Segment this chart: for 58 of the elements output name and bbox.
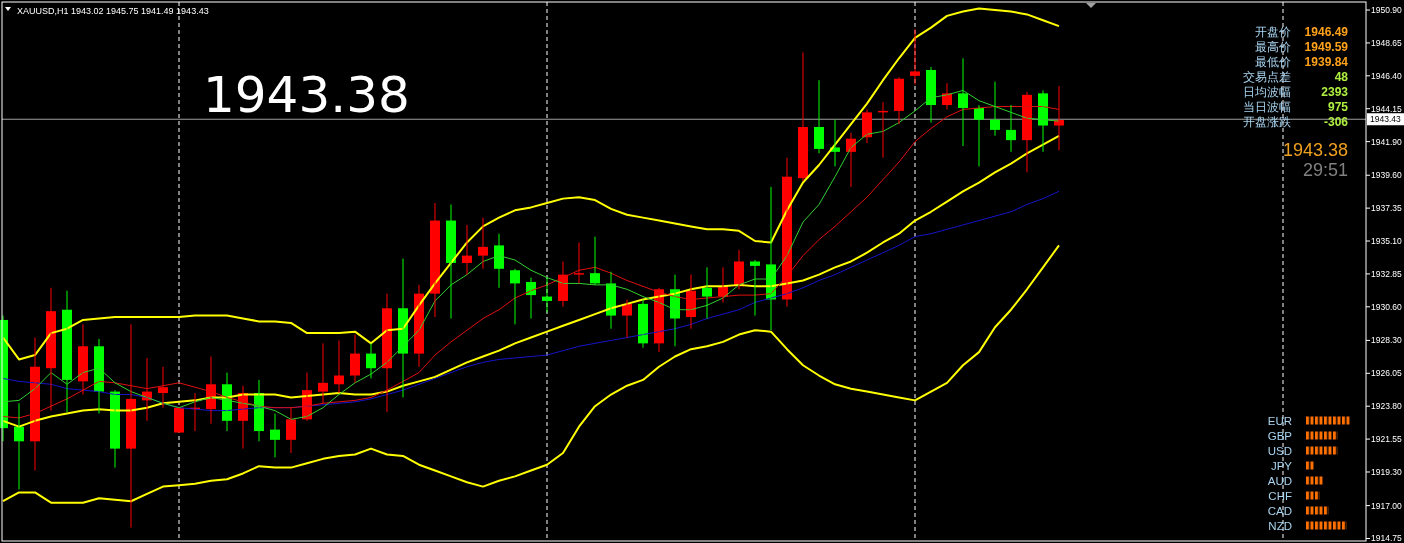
annotation: 2393	[1321, 85, 1349, 100]
y-tick-label: 1917.00	[1371, 500, 1402, 511]
annotation: 当日波幅	[1243, 100, 1291, 115]
y-tick-label: 1935.10	[1371, 235, 1402, 246]
y-tick-label: 1921.55	[1371, 434, 1402, 445]
y-tick-label: 1928.30	[1371, 335, 1402, 346]
y-tick-label: NZD	[1268, 519, 1292, 532]
annotation: 1943.38	[1282, 140, 1348, 161]
line-series	[2, 244, 1060, 504]
annotation: 最高价	[1255, 40, 1291, 55]
bar	[1306, 491, 1320, 500]
y-tick-label: 1919.30	[1371, 466, 1402, 477]
bar	[1306, 416, 1351, 425]
y-tick-label: USD	[1267, 444, 1292, 457]
y-tick-label: 1930.60	[1371, 301, 1402, 312]
annotation: -306	[1323, 115, 1349, 130]
y-tick-label: 1937.35	[1371, 203, 1402, 214]
bar	[1306, 476, 1324, 485]
chart-title: XAUUSD,H1 1943.02 1945.75 1941.49 1943.43	[17, 6, 209, 16]
annotation: 1949.59	[1304, 40, 1349, 55]
bar	[1306, 461, 1315, 470]
annotation: 48	[1334, 70, 1349, 85]
y-tick-label: 1914.75	[1371, 533, 1402, 543]
y-tick-label: JPY	[1270, 459, 1293, 472]
bar	[1306, 446, 1338, 455]
ref-line-label: 1943.43	[1370, 114, 1401, 125]
annotation: 开盘价	[1255, 25, 1291, 40]
annotation: 交易点差	[1243, 70, 1291, 85]
bar	[1306, 506, 1329, 515]
line-series	[2, 190, 1060, 412]
annotation: 最低价	[1255, 55, 1291, 70]
y-tick-label: 1939.60	[1371, 170, 1402, 181]
y-tick-label: 1944.15	[1371, 103, 1402, 114]
y-tick-label: CHF	[1268, 489, 1292, 502]
annotation: 日均波幅	[1243, 85, 1291, 100]
y-tick-label: 1926.05	[1371, 368, 1402, 379]
bar	[1306, 431, 1338, 440]
line-series	[2, 7, 1060, 361]
annotation: 1939.84	[1304, 55, 1349, 70]
y-tick-label: 1941.90	[1371, 136, 1402, 147]
candlestick	[574, 241, 584, 284]
y-tick-label: EUR	[1267, 414, 1292, 427]
y-tick-label: CAD	[1267, 504, 1292, 517]
annotation: 29:51	[1302, 160, 1348, 181]
bar	[1306, 521, 1347, 530]
y-tick-label: 1923.80	[1371, 401, 1402, 412]
annotation: 1946.49	[1304, 25, 1349, 40]
y-tick-label: 1946.40	[1371, 70, 1402, 81]
candlestick	[910, 28, 920, 86]
y-tick-label: 1932.85	[1371, 268, 1402, 279]
y-tick-label: AUD	[1267, 474, 1292, 487]
annotation: 1943.38	[203, 66, 410, 124]
annotation: 975	[1327, 100, 1349, 115]
y-tick-label: GBP	[1267, 429, 1293, 442]
candlestick	[750, 259, 760, 317]
y-tick-label: 1948.65	[1371, 37, 1402, 48]
annotation: 开盘涨跌	[1243, 115, 1291, 130]
y-tick-label: 1950.90	[1371, 5, 1402, 16]
